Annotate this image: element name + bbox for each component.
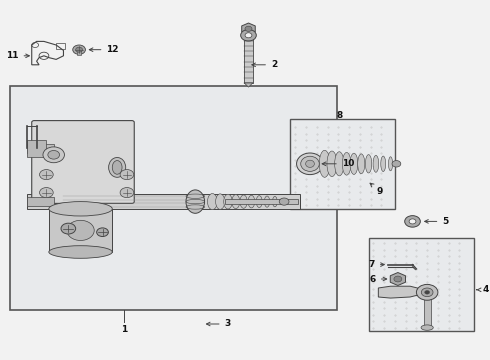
Text: 11: 11 [6,51,29,60]
Ellipse shape [306,160,315,167]
Ellipse shape [373,156,379,172]
Text: 9: 9 [370,183,383,196]
Circle shape [40,170,53,180]
Text: 2: 2 [252,60,277,69]
Ellipse shape [335,152,344,176]
Ellipse shape [343,153,351,175]
Ellipse shape [232,194,240,209]
Bar [10,86,337,310]
Circle shape [73,45,85,54]
Circle shape [279,198,289,205]
Ellipse shape [389,157,392,171]
Circle shape [241,30,256,41]
Circle shape [425,291,430,294]
Ellipse shape [248,195,255,208]
Ellipse shape [381,156,386,172]
Ellipse shape [327,151,337,177]
Text: 7: 7 [368,260,384,269]
Circle shape [405,216,420,227]
Ellipse shape [272,197,277,207]
Ellipse shape [296,153,323,175]
Polygon shape [244,83,253,87]
Circle shape [245,33,252,38]
Bar [27,144,54,153]
Circle shape [43,147,65,163]
Bar [77,50,81,55]
Bar [27,194,300,209]
Ellipse shape [186,190,204,213]
Text: 4: 4 [477,285,489,294]
Circle shape [48,150,60,159]
Polygon shape [378,286,420,298]
Polygon shape [390,273,406,285]
Bar [291,119,395,209]
Polygon shape [242,23,255,35]
Ellipse shape [358,154,365,174]
Circle shape [120,170,134,180]
Text: 5: 5 [425,217,448,226]
Circle shape [120,188,134,198]
Circle shape [61,223,75,234]
Text: 6: 6 [369,275,387,284]
Circle shape [75,47,82,52]
Circle shape [394,276,402,282]
Ellipse shape [112,161,122,174]
Text: 8: 8 [336,112,343,120]
Bar [244,35,253,83]
Text: 10: 10 [322,159,354,168]
Bar [27,140,47,157]
Ellipse shape [319,150,330,177]
Circle shape [421,288,433,297]
Ellipse shape [49,202,112,216]
Ellipse shape [350,153,358,175]
Ellipse shape [240,195,247,208]
Ellipse shape [256,196,262,207]
Bar [424,293,431,326]
Circle shape [97,228,108,237]
Bar [49,209,112,252]
Circle shape [409,219,416,224]
Ellipse shape [224,194,232,209]
Bar [56,43,65,49]
Circle shape [67,220,94,240]
Ellipse shape [49,246,112,258]
Ellipse shape [207,194,217,210]
Ellipse shape [421,325,433,330]
Bar [27,197,54,206]
Circle shape [245,26,252,31]
Text: 12: 12 [89,45,119,54]
Ellipse shape [216,194,225,210]
Text: 1: 1 [122,325,127,334]
Text: 3: 3 [206,320,231,328]
FancyBboxPatch shape [32,121,134,203]
Circle shape [392,161,401,167]
Bar [368,238,473,331]
Circle shape [40,188,53,198]
Circle shape [416,284,438,300]
Ellipse shape [109,158,126,177]
Ellipse shape [265,196,270,207]
Bar [224,199,298,204]
Ellipse shape [366,155,372,173]
Ellipse shape [301,156,319,171]
